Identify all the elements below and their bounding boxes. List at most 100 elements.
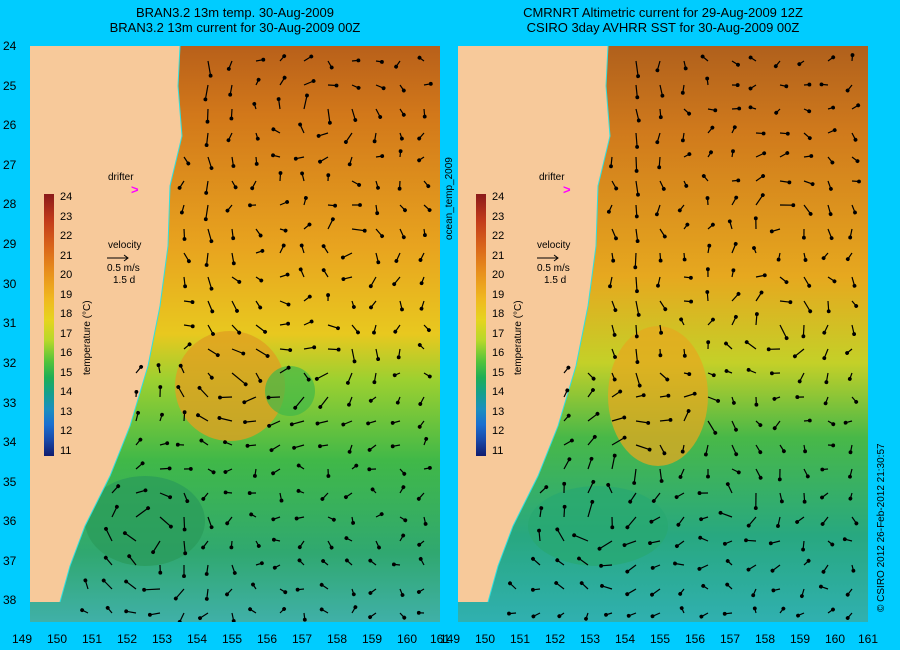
current-vector (300, 171, 305, 182)
current-vector (658, 108, 663, 120)
current-vector (423, 372, 432, 379)
current-vector (773, 60, 781, 69)
current-vector (372, 324, 377, 335)
current-vector (255, 324, 268, 334)
left-title-line1: BRAN3.2 13m temp. 30-Aug-2009 (136, 5, 334, 20)
current-vector (298, 122, 305, 134)
current-vector (752, 246, 757, 254)
current-vector (779, 492, 784, 504)
current-vector (399, 485, 406, 494)
current-vector (225, 588, 233, 597)
current-vector (298, 267, 305, 278)
current-vector (731, 444, 739, 457)
current-vector (744, 340, 757, 350)
current-vector (848, 228, 853, 240)
current-vector (418, 556, 425, 566)
current-vector (249, 512, 257, 518)
current-vector (611, 389, 623, 398)
current-vector (303, 319, 314, 326)
current-vector (395, 396, 401, 405)
satellite-map (458, 46, 868, 622)
current-vector (827, 128, 837, 134)
current-vector (587, 434, 597, 446)
lon-tick: 154 (614, 632, 636, 646)
current-vector (392, 276, 401, 287)
current-vector (423, 180, 431, 189)
current-vector (842, 537, 853, 542)
current-vector (587, 499, 595, 518)
colorbar-tick: 17 (60, 327, 73, 340)
lon-tick: 149 (11, 632, 33, 646)
current-vector (204, 180, 209, 195)
current-vector (845, 84, 853, 93)
current-vector (183, 342, 192, 350)
current-vector (659, 300, 668, 312)
current-vector (827, 607, 835, 614)
current-vector (755, 444, 763, 455)
current-vector (626, 612, 637, 618)
current-vector (827, 204, 833, 217)
current-vector (707, 372, 716, 378)
current-vector (679, 317, 685, 326)
lat-tick: 28 (3, 197, 17, 211)
current-vector (296, 488, 305, 494)
current-vector (606, 204, 613, 214)
current-vector (423, 204, 432, 213)
current-vector (344, 536, 353, 542)
current-vector (555, 558, 565, 566)
current-vector (368, 396, 377, 403)
current-vector (204, 564, 209, 576)
current-vector (731, 241, 738, 254)
current-vector (683, 372, 692, 377)
current-vector (554, 581, 565, 590)
current-vector (622, 540, 637, 548)
velocity-scale-time: 1.5 d (544, 275, 567, 286)
current-vector (611, 180, 619, 191)
current-vector (650, 612, 661, 619)
current-vector (557, 612, 565, 619)
current-vector (393, 324, 401, 334)
current-vector (295, 587, 305, 592)
current-vector (135, 488, 148, 494)
current-vector (423, 436, 429, 446)
current-vector (159, 466, 172, 471)
colorbar-title: temperature (°C) (513, 300, 524, 375)
current-vector (303, 222, 312, 230)
colorbar-tick: 22 (60, 230, 73, 243)
lon-tick: 160 (396, 632, 418, 646)
current-vector (707, 317, 715, 326)
current-vector (251, 582, 257, 590)
current-vector (635, 60, 641, 79)
current-vector (845, 588, 853, 597)
current-vector (611, 252, 616, 263)
current-vector (80, 608, 89, 614)
current-vector (422, 108, 427, 119)
current-vector (611, 435, 627, 446)
lon-tick: 150 (46, 632, 68, 646)
current-vector (151, 540, 161, 555)
drifter-marker-icon: > (563, 182, 571, 197)
current-vector (229, 540, 234, 550)
current-vector (198, 612, 209, 621)
current-vector (847, 372, 853, 381)
current-vector (269, 444, 281, 453)
current-vector (659, 417, 673, 422)
current-vector (659, 324, 664, 335)
lat-tick: 36 (3, 514, 17, 528)
lon-tick: 160 (824, 632, 846, 646)
lat-tick: 33 (3, 396, 17, 410)
current-vector (748, 84, 757, 91)
current-vector (248, 607, 257, 614)
current-vector (196, 413, 209, 422)
current-vector (303, 196, 308, 206)
colorbar-tick: 13 (492, 405, 505, 418)
current-vector (635, 108, 641, 123)
current-vector (797, 372, 805, 384)
current-vector (611, 415, 627, 422)
colorbar-tick: 12 (492, 425, 505, 438)
current-vector (584, 612, 589, 621)
current-vector (223, 490, 233, 495)
current-vector (851, 396, 859, 404)
current-vector (633, 252, 638, 270)
current-vector (279, 588, 288, 595)
